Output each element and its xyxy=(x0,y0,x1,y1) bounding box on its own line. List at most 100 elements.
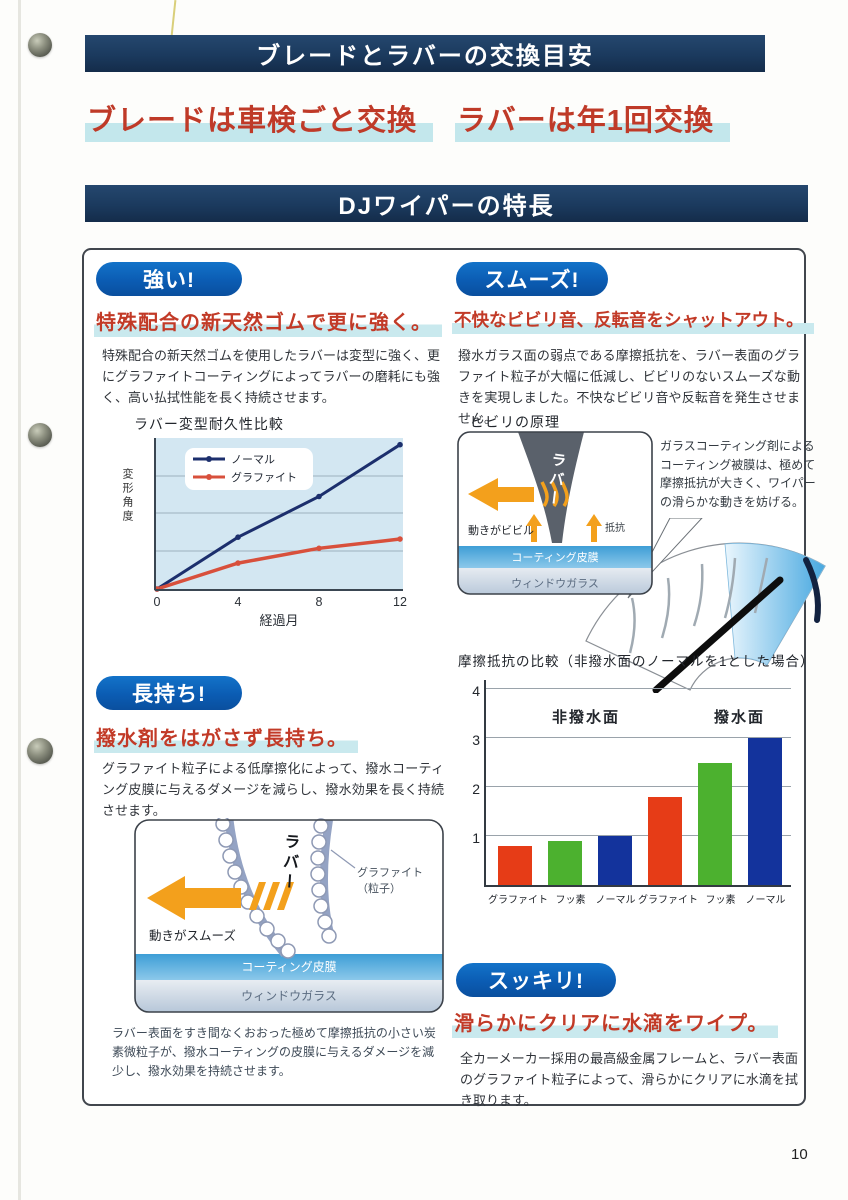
group-label-non-repellent: 非撥水面 xyxy=(552,709,621,726)
bar-cell xyxy=(590,836,640,885)
data-point xyxy=(316,493,322,500)
bar-cell xyxy=(690,762,740,885)
bibiri-motion-label: 動きがビビル xyxy=(468,523,534,537)
strong-headline: 特殊配合の新天然ゴムで更に強く。 xyxy=(94,306,442,337)
coating-layer xyxy=(458,546,652,568)
bar-category-label: フッ素 xyxy=(555,895,586,906)
data-point xyxy=(316,545,322,552)
y-tick-label: 2 xyxy=(472,781,480,797)
data-point xyxy=(235,534,241,540)
bar-chart-category-labels: グラファイト フッ素 ノーマル グラファイト フッ素 ノーマル xyxy=(488,891,788,906)
bar-グラファイト xyxy=(498,845,532,885)
bar-グラファイト xyxy=(648,796,682,885)
durable-headline: 撥水剤をはがさず長持ち。 xyxy=(94,722,358,753)
motion-arrow xyxy=(468,478,534,511)
diagram-border xyxy=(457,431,653,595)
durable-motion-label: 動きがスムーズ xyxy=(149,928,236,943)
wiper-arm xyxy=(652,576,784,693)
svg-text:8: 8 xyxy=(316,595,323,609)
durable-body-text: グラファイト粒子による低摩擦化によって、撥水コーティング皮膜に与えるダメージを減… xyxy=(102,761,444,819)
headline-blade-replacement: ブレードは車検ごと交換 xyxy=(85,97,434,142)
durable-caption-text: ラバー表面をすき間なくおおった極めて摩擦抵抗の小さい炭素微粒子が、撥水コーティン… xyxy=(112,1026,436,1079)
legend-label-graphite: グラファイト xyxy=(231,470,297,484)
bibiri-coating-label: コーティング皮膜 xyxy=(511,550,598,564)
data-point xyxy=(397,441,403,448)
bar-category-label: ノーマル xyxy=(595,895,636,906)
smooth-headline: 不快なビビリ音、反転音をシャットアウト。 xyxy=(452,307,814,334)
svg-text:0: 0 xyxy=(154,595,161,609)
bibiri-principle-diagram: 動きがビビル 抵抗 コーティング皮膜 ウィンドウガラス xyxy=(457,431,653,595)
bar-category-label: グラファイト xyxy=(488,895,548,906)
smear-streaks xyxy=(628,557,769,654)
graphite-particle-diagram: グラファイト （粒子） 動きがスムーズ コーティング皮膜 ウィンドウガラス xyxy=(134,818,444,1013)
bibiri-resistance-label: 抵抗 xyxy=(605,521,625,534)
punch-hole xyxy=(28,33,52,57)
gridline xyxy=(486,786,791,787)
glass-layer xyxy=(458,568,652,594)
bibiri-note-text: ガラスコーティング剤によるコーティング被膜は、極めて摩擦抵抗が大きく、ワイパーの… xyxy=(660,439,816,509)
punch-hole xyxy=(28,423,52,447)
bar-フッ素 xyxy=(548,840,582,885)
bar-フッ素 xyxy=(698,762,732,885)
bar-cell xyxy=(640,796,690,885)
durable-glass-label: ウィンドウガラス xyxy=(241,989,337,1003)
gridline xyxy=(486,688,791,689)
line-chart-x-axis-label: 経過月 xyxy=(259,613,298,628)
bar-ノーマル xyxy=(748,738,782,885)
bar-cell xyxy=(740,738,790,885)
svg-text:12: 12 xyxy=(393,595,407,609)
banner-replacement-guide-text: ブレードとラバーの交換目安 xyxy=(256,43,594,70)
durable-rubber-label: ラバー xyxy=(277,832,300,894)
line-chart-y-axis-label: 変形角度 xyxy=(121,468,133,524)
bar-cell xyxy=(540,840,590,885)
banner-features-text: DJワイパーの特長 xyxy=(338,193,555,220)
coated-wipe-sector xyxy=(724,542,826,666)
rubber-wedge xyxy=(518,432,584,543)
y-tick-label: 4 xyxy=(472,683,480,699)
smooth-motion-arrow xyxy=(147,876,294,920)
page-number: 10 xyxy=(791,1146,808,1163)
bar-ノーマル xyxy=(598,836,632,885)
bar-chart-title: 摩擦抵抗の比較（非撥水面のノーマルを1とした場合） xyxy=(458,654,815,669)
y-tick-label: 3 xyxy=(472,732,480,748)
line-chart-title: ラバー変型耐久性比較 xyxy=(134,416,284,432)
clean-headline: 滑らかにクリアに水滴をワイプ。 xyxy=(452,1007,779,1038)
bar-category-label: グラファイト xyxy=(638,895,698,906)
headline-rubber-replacement: ラバーは年1回交換 xyxy=(455,97,730,142)
series-normal-line xyxy=(156,443,401,591)
glass-layer xyxy=(135,980,443,1012)
banner-features: DJワイパーの特長 xyxy=(85,185,808,222)
particle-label-line1: グラファイト xyxy=(357,865,423,879)
badge-strong: 強い! xyxy=(96,262,242,296)
axes xyxy=(154,438,403,591)
legend: ノーマル グラファイト xyxy=(185,448,313,490)
smooth-body-text: 撥水ガラス面の弱点である摩擦抵抗を、ラバー表面のグラファイト粒子が大幅に低減し、… xyxy=(458,348,800,427)
page-scan-edge xyxy=(18,0,21,1200)
punch-hole xyxy=(27,738,53,764)
banner-replacement-guide: ブレードとラバーの交換目安 xyxy=(85,35,765,72)
clean-body-text: 全カーメーカー採用の最高級金属フレームと、ラバー表面のグラファイト粒子によって、… xyxy=(460,1051,798,1109)
badge-smooth: スムーズ! xyxy=(456,262,608,296)
graphite-particles xyxy=(215,818,337,959)
data-point xyxy=(397,536,403,542)
bar-cell xyxy=(490,845,540,885)
y-tick-label: 1 xyxy=(472,830,480,846)
wiper-blade xyxy=(803,557,821,623)
strong-body-text: 特殊配合の新天然ゴムを使用したラバーは変型に強く、更にグラファイトコーティングに… xyxy=(102,348,440,406)
gridline xyxy=(486,835,791,836)
bar-category-label: フッ素 xyxy=(705,895,736,906)
judder-squiggles xyxy=(540,481,569,508)
durability-line-chart: ノーマル グラファイト 0 4 8 12 経過月 xyxy=(154,438,407,628)
legend-dot-normal xyxy=(206,456,212,462)
legend-label-normal: ノーマル xyxy=(231,454,275,466)
bar-category-label: ノーマル xyxy=(745,895,786,906)
series-graphite-line xyxy=(156,537,401,591)
durable-coating-label: コーティング皮膜 xyxy=(241,960,336,974)
data-point xyxy=(235,560,241,566)
vibration-arrows xyxy=(468,478,602,542)
particle-label-line2: （粒子） xyxy=(357,881,401,895)
bar-chart-plot-area: 非撥水面 撥水面 xyxy=(484,680,791,887)
gridline xyxy=(486,737,791,738)
